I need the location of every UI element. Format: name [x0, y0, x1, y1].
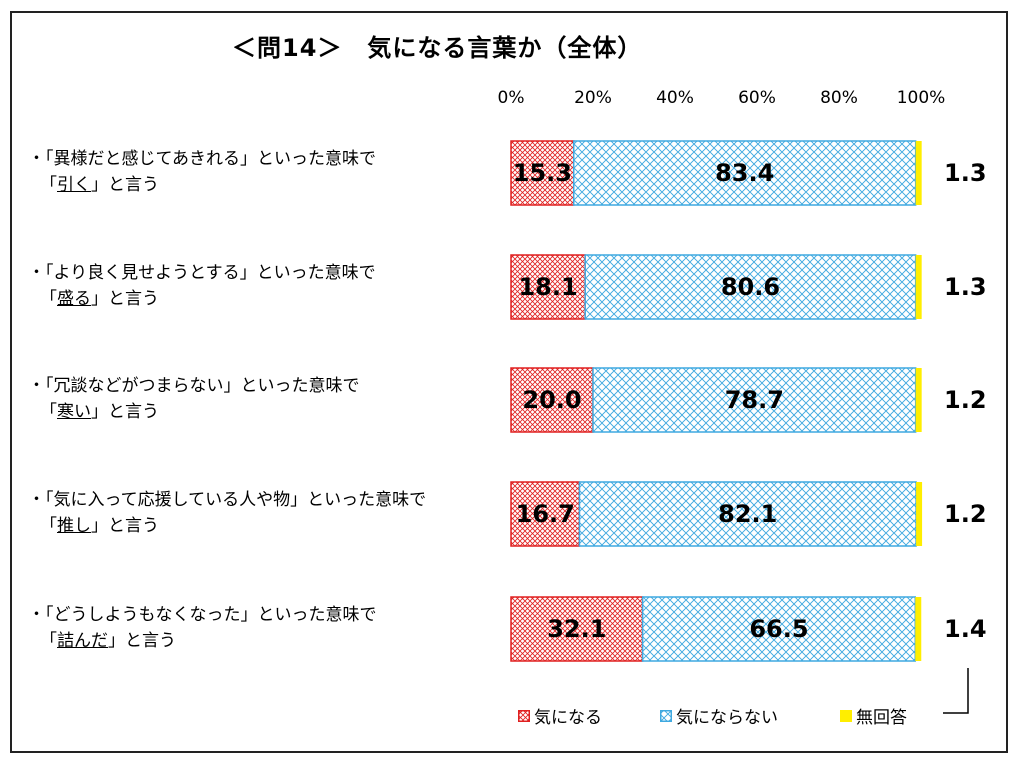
row-label-open-bracket: 「 — [40, 175, 57, 195]
legend-swatch-a — [518, 709, 530, 722]
legend-label-b: 気にならない — [676, 708, 778, 728]
bar-segment-kininaranai — [578, 481, 917, 547]
row-label: ・「気に入って応援している人や物」といった意味で「推し」と言う — [28, 487, 426, 539]
row-label-line2: 「盛る」と言う — [28, 286, 376, 312]
legend-item-c: 無回答 — [840, 703, 907, 728]
bar-row — [510, 140, 922, 206]
row-label-close: 」と言う — [91, 289, 159, 309]
legend-item-a: 気になる — [518, 703, 602, 728]
bar-segment-mukaitou — [915, 368, 922, 432]
x-tick-label: 100% — [896, 88, 946, 108]
bar-segment-mukaitou — [916, 482, 923, 546]
legend-swatch-b — [660, 709, 672, 722]
bar-row — [510, 596, 922, 662]
row-label-word: 詰んだ — [57, 631, 108, 651]
x-tick-label: 80% — [820, 88, 858, 108]
x-tick-label: 40% — [656, 88, 694, 108]
chart-title: ＜問14＞ 気になる言葉か（全体） — [232, 34, 643, 62]
row-label-close: 」と言う — [91, 175, 159, 195]
row-label-line2: 「引く」と言う — [28, 172, 376, 198]
x-tick-label: 0% — [497, 88, 525, 108]
row-label: ・「どうしようもなくなった」といった意味で「詰んだ」と言う — [28, 602, 377, 654]
bar-row — [510, 254, 922, 320]
row-label-word: 寒い — [57, 402, 91, 422]
bar-segment-kininaranai — [592, 367, 917, 433]
row-label-open-bracket: 「 — [40, 631, 57, 651]
row-label: ・「冗談などがつまらない」といった意味で「寒い」と言う — [28, 373, 360, 425]
row-label-line1: ・「気に入って応援している人や物」といった意味で — [28, 490, 427, 510]
row-label-word: 盛る — [57, 289, 91, 309]
row-label: ・「より良く見せようとする」といった意味で「盛る」と言う — [28, 260, 376, 312]
row-label-open-bracket: 「 — [40, 402, 57, 422]
data-label-kininaru: 16.7 — [515, 500, 575, 528]
bar-segment-kininaru — [510, 367, 594, 433]
bar-segment-mukaitou — [915, 597, 922, 661]
bar-segment-kininaranai — [641, 596, 917, 662]
data-label-kininaru: 20.0 — [522, 386, 582, 414]
data-label-mukaitou: 1.3 — [944, 159, 987, 187]
bar-segment-kininaru — [510, 254, 586, 320]
row-label-line1: ・「異様だと感じてあきれる」といった意味で — [28, 149, 376, 169]
data-label-mukaitou: 1.3 — [944, 273, 987, 301]
row-label: ・「異様だと感じてあきれる」といった意味で「引く」と言う — [28, 146, 376, 198]
row-label-open-bracket: 「 — [40, 516, 57, 536]
x-tick-label: 20% — [574, 88, 612, 108]
data-label-kininaru: 18.1 — [518, 273, 578, 301]
data-label-kininaranai: 80.6 — [720, 273, 781, 301]
row-label-line1: ・「より良く見せようとする」といった意味で — [28, 263, 376, 283]
legend-label-a: 気になる — [534, 708, 602, 728]
bar-segment-mukaitou — [915, 255, 922, 319]
data-label-mukaitou: 1.4 — [944, 615, 987, 643]
data-label-kininaru: 15.3 — [512, 159, 572, 187]
row-label-close: 」と言う — [91, 402, 159, 422]
data-label-mukaitou: 1.2 — [944, 386, 987, 414]
bar-segment-kininaranai — [572, 140, 917, 206]
data-label-kininaru: 32.1 — [547, 615, 607, 643]
row-label-open-bracket: 「 — [40, 289, 57, 309]
bar-segment-mukaitou — [915, 141, 922, 205]
bar-segment-kininaru — [510, 481, 581, 547]
bar-row — [510, 367, 922, 433]
bar-segment-kininaranai — [584, 254, 917, 320]
row-label-word: 引く — [57, 175, 91, 195]
data-label-mukaitou: 1.2 — [944, 500, 987, 528]
bar-row — [510, 481, 923, 547]
row-label-line1: ・「冗談などがつまらない」といった意味で — [28, 376, 360, 396]
row-label-line2: 「推し」と言う — [28, 513, 426, 539]
data-label-kininaranai: 66.5 — [749, 615, 809, 643]
legend-swatch-c — [840, 709, 852, 722]
row-label-line1: ・「どうしようもなくなった」といった意味で — [28, 605, 377, 625]
no-answer-leader-line — [943, 668, 969, 714]
data-label-kininaranai: 78.7 — [724, 386, 784, 414]
row-label-word: 推し — [57, 516, 91, 536]
data-label-kininaranai: 83.4 — [715, 159, 775, 187]
legend-label-c: 無回答 — [856, 708, 907, 728]
legend-item-b: 気にならない — [660, 703, 778, 728]
x-tick-label: 60% — [738, 88, 776, 108]
row-label-line2: 「寒い」と言う — [28, 399, 360, 425]
row-label-line2: 「詰んだ」と言う — [28, 628, 377, 654]
row-label-close: 」と言う — [91, 516, 159, 536]
row-label-close: 」と言う — [108, 631, 176, 651]
data-label-kininaranai: 82.1 — [718, 500, 778, 528]
